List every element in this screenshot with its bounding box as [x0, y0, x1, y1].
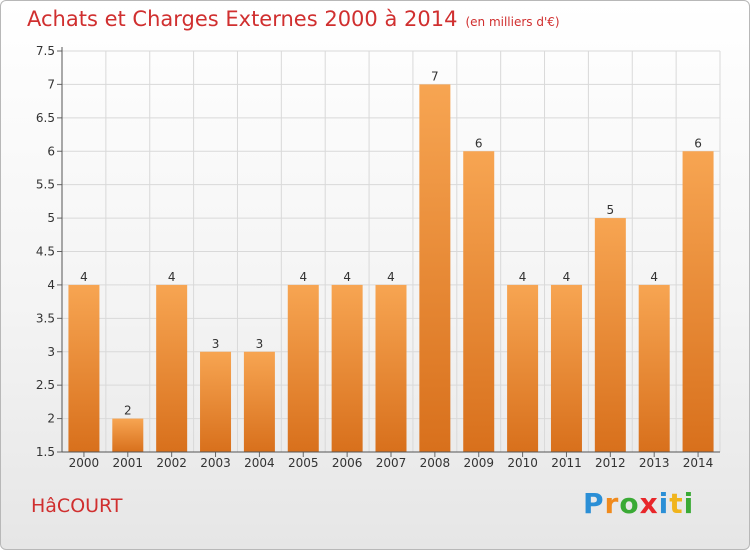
x-tick-label: 2013	[639, 456, 670, 470]
x-tick-label: 2005	[288, 456, 319, 470]
data-label: 4	[343, 270, 351, 284]
bar	[243, 351, 275, 452]
logo-letter: x	[639, 487, 659, 520]
y-tick-label: 6.5	[36, 111, 55, 125]
x-tick-label: 2009	[463, 456, 494, 470]
x-tick-label: 2001	[113, 456, 144, 470]
x-tick-label: 2003	[200, 456, 231, 470]
data-label: 4	[387, 270, 395, 284]
chart-title: Achats et Charges Externes 2000 à 2014	[27, 7, 458, 31]
y-tick-label: 3	[47, 345, 55, 359]
x-tick-label: 2007	[376, 456, 407, 470]
bar	[200, 351, 232, 452]
data-label: 7	[431, 69, 439, 83]
bar	[331, 284, 363, 452]
x-tick-label: 2011	[551, 456, 582, 470]
data-label: 4	[299, 270, 307, 284]
bar	[287, 284, 319, 452]
bar-layer: 4 2 4 3 3 4 4 4 7 6 4 4 5 4 6	[68, 69, 714, 453]
proxiti-logo[interactable]: Proxiti	[583, 487, 694, 520]
logo-letter: i	[683, 487, 695, 520]
y-tick-label: 2.5	[36, 378, 55, 392]
data-label: 4	[563, 270, 571, 284]
bar	[68, 284, 100, 452]
data-label: 4	[80, 270, 88, 284]
x-tick-label: 2010	[507, 456, 538, 470]
data-label: 4	[519, 270, 527, 284]
x-tick-label: 2000	[69, 456, 100, 470]
y-tick-label: 5.5	[36, 178, 55, 192]
data-label: 6	[475, 136, 483, 150]
data-label: 6	[694, 136, 702, 150]
bar	[112, 418, 144, 452]
y-tick-label: 5	[47, 211, 55, 225]
data-label: 5	[607, 203, 615, 217]
data-label: 3	[256, 337, 264, 351]
logo-letter: o	[619, 487, 640, 520]
y-tick-label: 3.5	[36, 311, 55, 325]
x-tick-label: 2004	[244, 456, 275, 470]
logo-letter: r	[604, 487, 620, 520]
chart-unit: (en milliers d'€)	[465, 15, 560, 29]
y-tick-label: 4	[47, 278, 55, 292]
x-tick-label: 2014	[683, 456, 714, 470]
axis-layer: 1.5 2 2.5 3 3.5 4 4.5 5 5.5 6 6.5 7 7.5 2000 2001 2002 2…	[36, 44, 720, 470]
title-row: Achats et Charges Externes 2000 à 2014 (e…	[27, 7, 560, 31]
logo-letter: t	[669, 487, 684, 520]
bar	[463, 151, 495, 452]
bar	[638, 284, 670, 452]
logo-letter: P	[583, 487, 605, 520]
y-tick-label: 6	[47, 144, 55, 158]
data-label: 3	[212, 337, 220, 351]
y-tick-label: 4.5	[36, 245, 55, 259]
y-tick-label: 2	[47, 412, 55, 426]
x-tick-label: 2002	[156, 456, 187, 470]
bar	[375, 284, 407, 452]
data-label: 4	[168, 270, 176, 284]
x-tick-label: 2008	[420, 456, 451, 470]
x-tick-label: 2006	[332, 456, 363, 470]
bar	[550, 284, 582, 452]
bar	[156, 284, 188, 452]
bar-chart: 4 2 4 3 3 4 4 4 7 6 4 4 5 4 6 1.5 2 2.5 3 3.5 4 4.5 5 5.5 6 6.5 7…	[36, 44, 721, 470]
logo-letter: i	[658, 487, 670, 520]
data-label: 2	[124, 404, 132, 418]
x-tick-label: 2012	[595, 456, 626, 470]
data-label: 4	[650, 270, 658, 284]
bar	[594, 218, 626, 452]
y-tick-label: 7.5	[36, 44, 55, 58]
y-tick-label: 7	[47, 77, 55, 91]
bar	[507, 284, 539, 452]
commune-name: HâCOURT	[31, 495, 123, 517]
bar	[419, 84, 451, 453]
y-tick-label: 1.5	[36, 445, 55, 459]
bar	[682, 151, 714, 452]
